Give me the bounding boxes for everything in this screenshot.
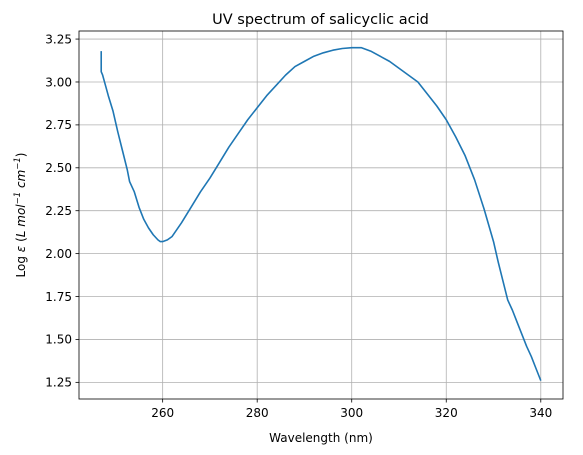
x-axis-title: Wavelength (nm) [269, 431, 373, 445]
x-tick-label: 260 [151, 406, 174, 420]
y-tick-label: 2.25 [45, 204, 72, 218]
y-axis-title-exp2: −1 [13, 157, 23, 170]
y-axis-ticks: 1.25 1.50 1.75 2.00 2.25 2.50 2.75 3.00 3.25 [45, 32, 79, 390]
y-axis-title: Log ε (L mol−1 cm−1) [13, 153, 28, 278]
y-tick-label: 3.25 [45, 32, 72, 46]
y-tick-label: 2.50 [45, 161, 72, 175]
y-tick-label: 2.00 [45, 247, 72, 261]
x-tick-label: 340 [529, 406, 552, 420]
chart-title: UV spectrum of salicyclic acid [212, 12, 429, 28]
y-tick-label: 1.50 [45, 333, 72, 347]
y-axis-title-epsilon: ε [14, 245, 28, 252]
plot-area [100, 46, 542, 381]
x-axis-ticks: 260 280 300 320 340 [151, 399, 552, 420]
x-tick-label: 300 [340, 406, 363, 420]
x-tick-label: 280 [246, 406, 269, 420]
y-axis-title-open: ( [14, 237, 28, 246]
y-axis-title-prefix: Log [14, 252, 28, 277]
axes-frame [78, 30, 564, 400]
y-axis-title-close: ) [14, 153, 28, 158]
grid [79, 31, 563, 399]
y-tick-label: 1.75 [45, 290, 72, 304]
y-axis-title-exp1: −1 [13, 192, 23, 205]
spectrum-line [100, 46, 542, 381]
y-tick-label: 1.25 [45, 376, 72, 390]
x-tick-label: 320 [435, 406, 458, 420]
y-tick-label: 2.75 [45, 118, 72, 132]
y-axis-title-unit-cm: cm [14, 170, 28, 192]
y-axis-title-unit-l: L mol [14, 204, 28, 238]
y-tick-label: 3.00 [45, 75, 72, 89]
